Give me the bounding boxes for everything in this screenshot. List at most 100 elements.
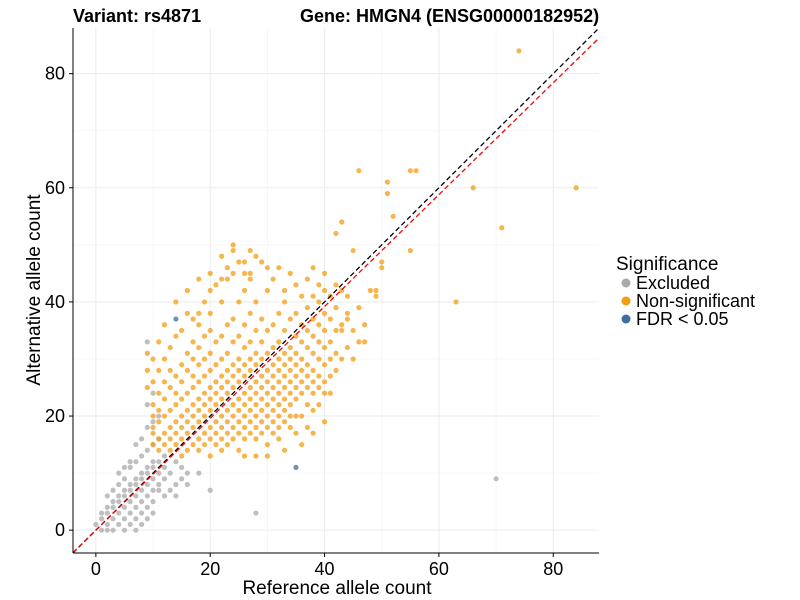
point-non-significant [287,316,293,322]
point-non-significant [293,413,299,419]
point-non-significant [167,344,173,351]
point-non-significant [241,362,248,368]
point-non-significant [299,367,305,373]
point-non-significant [196,344,202,351]
point-excluded [167,470,173,476]
x-tick-label: 0 [91,559,101,579]
point-excluded [150,499,156,505]
point-non-significant [150,379,156,385]
point-excluded [144,493,150,499]
point-non-significant [270,373,276,379]
point-non-significant [453,299,459,305]
point-non-significant [179,424,185,431]
point-excluded [110,516,116,522]
point-non-significant [339,322,345,328]
point-non-significant [190,339,196,345]
point-excluded [116,510,122,516]
point-non-significant [219,447,225,453]
point-non-significant [247,356,253,362]
point-non-significant [287,344,293,351]
point-non-significant [184,287,190,294]
point-non-significant [253,390,259,396]
point-excluded [104,521,110,528]
point-excluded [196,470,202,476]
point-non-significant [241,436,248,442]
point-fdr-0-05 [173,316,179,322]
point-non-significant [276,367,282,373]
point-non-significant [253,402,259,408]
point-non-significant [281,327,288,334]
point-non-significant [161,356,168,362]
point-non-significant [173,441,179,448]
point-non-significant [253,413,259,419]
legend-label-excluded: Excluded [636,273,710,293]
point-non-significant [293,310,299,316]
point-non-significant [264,453,270,459]
point-non-significant [190,441,196,448]
point-non-significant [259,384,265,391]
point-non-significant [287,367,293,373]
point-non-significant [259,430,265,436]
x-tick-label: 20 [200,559,220,579]
point-non-significant [179,436,185,442]
point-non-significant [247,339,253,345]
reference-lines [73,28,599,553]
y-axis-title: Alternative allele count [24,194,45,386]
point-non-significant [207,396,213,402]
point-non-significant [327,316,333,322]
point-non-significant [224,419,230,425]
point-non-significant [167,424,173,431]
point-non-significant [259,316,265,322]
legend-title: Significance [616,254,718,275]
point-non-significant [293,430,299,436]
legend: Significance Excluded Non-significant FD… [616,254,755,329]
point-non-significant [161,441,168,448]
point-non-significant [230,339,236,345]
point-non-significant [281,287,288,294]
point-excluded [121,476,128,482]
point-excluded [156,481,162,488]
point-non-significant [219,396,225,402]
point-non-significant [247,310,253,316]
point-non-significant [247,367,253,373]
point-non-significant [407,168,413,174]
point-excluded [184,481,190,488]
point-non-significant [281,419,288,425]
point-non-significant [281,407,288,413]
point-non-significant [299,379,305,385]
point-non-significant [299,390,305,396]
legend-entry-fdr: FDR < 0.05 [621,309,729,329]
point-non-significant [213,379,219,385]
point-non-significant [327,339,333,345]
point-non-significant [241,322,248,328]
point-non-significant [184,390,190,396]
point-non-significant [304,384,311,391]
point-excluded [144,504,150,510]
point-non-significant [270,407,276,413]
point-non-significant [310,430,316,436]
point-non-significant [156,390,162,396]
point-non-significant [259,356,265,362]
point-non-significant [333,305,339,311]
point-excluded [139,470,145,476]
point-non-significant [264,390,270,396]
point-non-significant [179,413,185,419]
point-non-significant [167,367,173,373]
point-non-significant [230,247,236,254]
point-non-significant [264,413,270,419]
point-non-significant [413,168,419,174]
point-excluded [253,510,259,516]
point-non-significant [310,367,316,373]
point-excluded [156,470,162,476]
point-excluded [133,441,139,448]
point-non-significant [236,259,242,265]
point-non-significant [276,356,282,362]
point-non-significant [150,356,156,362]
point-non-significant [276,310,282,316]
point-non-significant [264,441,270,448]
point-non-significant [201,402,208,408]
point-non-significant [219,333,225,339]
point-non-significant [219,276,225,282]
point-non-significant [253,424,259,431]
point-non-significant [339,219,345,225]
